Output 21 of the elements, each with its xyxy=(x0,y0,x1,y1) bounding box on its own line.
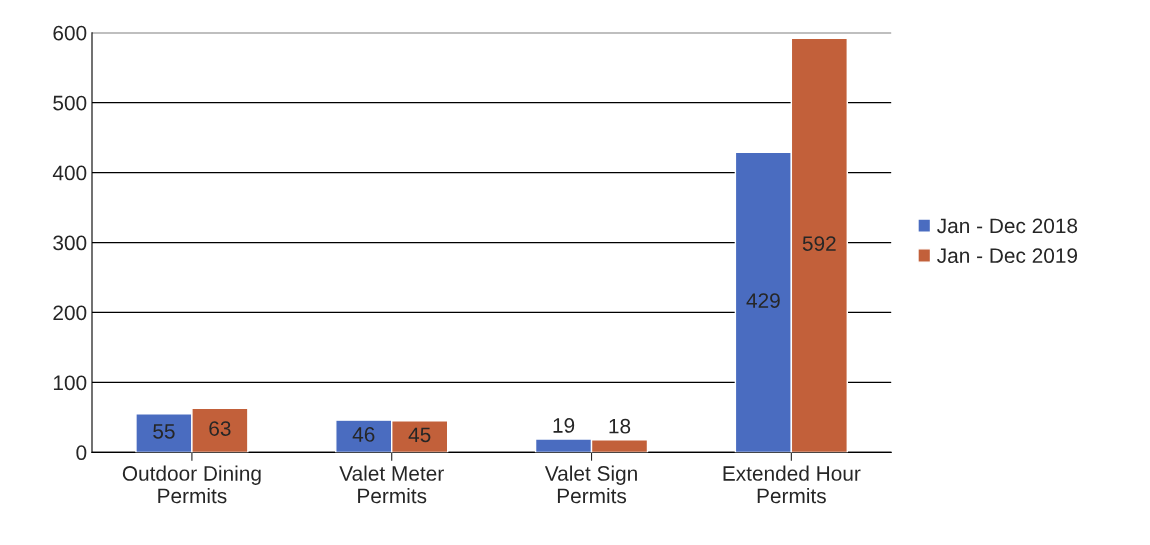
data-label: 46 xyxy=(352,427,375,442)
legend-label: Jan - Dec 2019 xyxy=(937,248,1078,264)
data-label: 19 xyxy=(553,418,575,433)
y-tick-label: 0 xyxy=(76,445,87,461)
x-tick-label: Valet Meter Permits xyxy=(339,465,444,504)
y-tick-label: 400 xyxy=(52,165,87,181)
y-tick-label: 600 xyxy=(53,25,87,41)
data-label: 63 xyxy=(209,421,231,436)
legend-label: Jan - Dec 2018 xyxy=(937,218,1078,234)
x-tick-label: Valet Sign Permits xyxy=(544,465,637,504)
y-tick-label: 200 xyxy=(53,305,87,321)
data-label: 45 xyxy=(408,427,431,443)
y-tick-label: 500 xyxy=(53,95,87,111)
data-label: 55 xyxy=(153,424,175,439)
y-tick-label: 100 xyxy=(53,375,87,391)
data-label: 592 xyxy=(802,236,836,251)
x-tick-label: Outdoor Dining Permits xyxy=(122,465,261,504)
x-tick-label: Extended Hour Permits xyxy=(723,465,861,504)
data-label: 18 xyxy=(609,418,631,434)
data-label: 429 xyxy=(746,293,780,308)
y-tick-label: 300 xyxy=(53,235,87,251)
